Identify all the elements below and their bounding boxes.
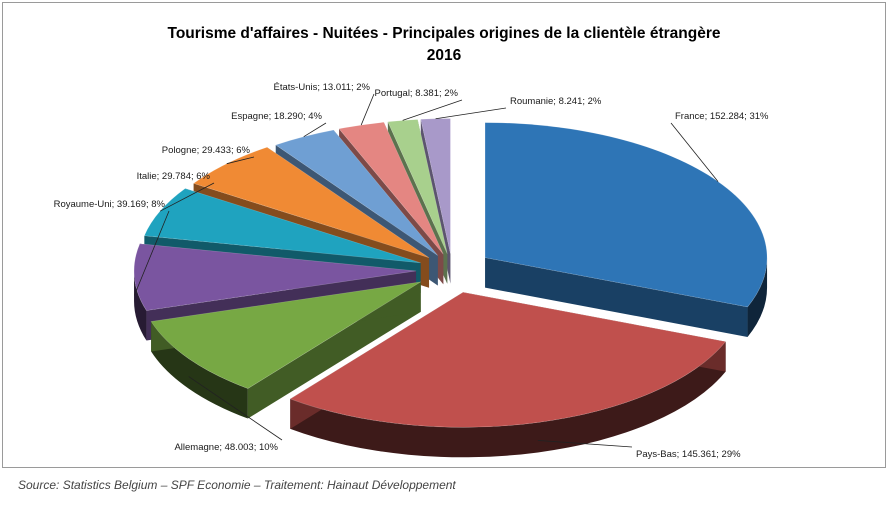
pie-slice-2 — [289, 291, 727, 458]
slice-side — [134, 270, 147, 341]
slice-cut-face — [485, 257, 748, 337]
data-label: Roumanie; 8.241; 2% — [510, 96, 602, 107]
chart-title: Tourisme d'affaires - Nuitées - Principa… — [167, 25, 721, 42]
data-label: Italie; 29.784; 6% — [137, 171, 211, 182]
leader-line — [133, 210, 170, 296]
slice-top — [133, 243, 417, 311]
slice-top — [192, 146, 430, 259]
leader-line — [188, 376, 283, 441]
slice-top — [150, 281, 421, 389]
leader-line — [360, 93, 375, 126]
data-label: Portugal; 8.381; 2% — [375, 88, 459, 99]
leader-line — [670, 122, 719, 182]
source-note: Source: Statistics Belgium – SPF Economi… — [18, 478, 456, 492]
pie-slice-1 — [484, 122, 768, 337]
slice-top — [289, 291, 727, 428]
chart-title-year: 2016 — [426, 47, 462, 64]
pie-slice-3 — [150, 281, 421, 419]
data-label: Royaume-Uni; 39.169; 8% — [54, 199, 166, 210]
leader-line — [402, 99, 463, 121]
leader-line — [537, 440, 633, 448]
slice-side — [290, 341, 726, 458]
leader-line — [226, 156, 255, 165]
data-label: Allemagne; 48.003; 10% — [174, 442, 278, 453]
slice-side — [151, 321, 248, 419]
data-label: France; 152.284; 31% — [675, 111, 769, 122]
data-label: États-Unis; 13.011; 2% — [274, 82, 371, 93]
leader-line — [303, 122, 327, 138]
slice-side — [747, 257, 768, 337]
data-label: Espagne; 18.290; 4% — [231, 111, 322, 122]
leader-line — [159, 182, 215, 212]
data-label: Pays-Bas; 145.361; 29% — [636, 449, 741, 460]
slice-top — [387, 119, 448, 254]
data-label: Pologne; 29.433; 6% — [162, 145, 251, 156]
leader-line — [435, 107, 507, 120]
slice-top — [143, 188, 421, 264]
pie-chart: France; 152.284; 31% Pays-Bas; 145.361; 2… — [54, 82, 769, 460]
